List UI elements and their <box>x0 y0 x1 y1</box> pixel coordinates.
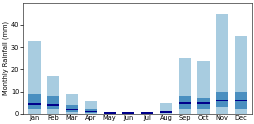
Bar <box>197 102 209 104</box>
Bar <box>140 112 153 114</box>
Bar <box>28 94 41 109</box>
Y-axis label: Monthly Rainfall (mm): Monthly Rainfall (mm) <box>3 21 9 95</box>
Bar <box>47 104 59 106</box>
Bar <box>159 103 171 114</box>
Bar <box>66 109 78 110</box>
Bar <box>103 112 115 114</box>
Bar <box>28 103 41 105</box>
Bar <box>103 112 115 114</box>
Bar <box>215 100 227 101</box>
Bar <box>197 98 209 109</box>
Bar <box>178 102 190 104</box>
Bar <box>66 105 78 112</box>
Bar <box>178 96 190 109</box>
Bar <box>215 14 227 114</box>
Bar <box>215 92 227 107</box>
Bar <box>47 96 59 109</box>
Bar <box>84 109 97 113</box>
Bar <box>66 94 78 114</box>
Bar <box>140 112 153 114</box>
Bar <box>234 100 246 101</box>
Bar <box>178 58 190 114</box>
Bar <box>103 113 115 114</box>
Bar <box>234 92 246 109</box>
Bar <box>47 76 59 114</box>
Bar <box>140 113 153 114</box>
Bar <box>197 61 209 114</box>
Bar <box>84 101 97 114</box>
Bar <box>122 112 134 114</box>
Bar <box>122 112 134 114</box>
Bar <box>234 36 246 114</box>
Bar <box>159 112 171 113</box>
Bar <box>159 111 171 113</box>
Bar <box>84 111 97 112</box>
Bar <box>28 41 41 114</box>
Bar <box>122 113 134 114</box>
